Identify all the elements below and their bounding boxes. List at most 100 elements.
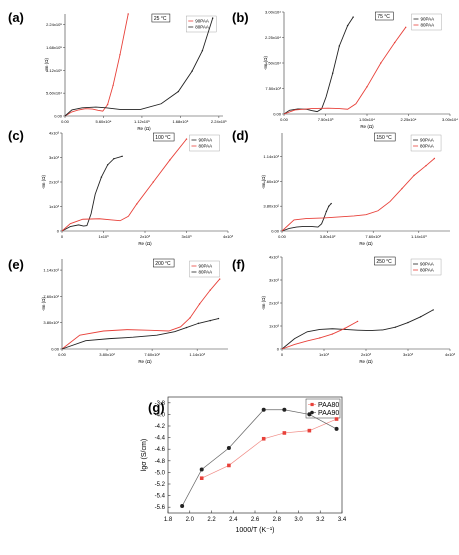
x-tick-label: 2.4 xyxy=(229,517,238,523)
y-axis-label: -Im (Ω) xyxy=(44,57,49,72)
series-line-80PAA xyxy=(281,321,358,350)
x-axis-label: 1000/T (K⁻¹) xyxy=(236,527,275,534)
data-point xyxy=(405,26,407,28)
legend-box xyxy=(189,134,220,152)
y-tick-label: 1x10³ xyxy=(49,204,60,209)
x-tick-label: 3.0 xyxy=(294,517,303,523)
data-point xyxy=(219,278,221,280)
x-tick-label: 3.00x10⁴ xyxy=(442,117,458,122)
x-tick-label: 1.14x10³ xyxy=(411,234,427,239)
data-point xyxy=(328,205,330,207)
data-point xyxy=(185,138,188,140)
x-axis-label: Re (Ω) xyxy=(359,359,373,364)
x-tick-label: 0.00 xyxy=(61,119,70,124)
legend-entry: 90PAA xyxy=(198,264,212,269)
x-tick-label: 2.8 xyxy=(273,517,282,523)
y-tick-label: -4.4 xyxy=(155,436,166,442)
series-line-90PAA xyxy=(283,16,354,115)
temperature-box xyxy=(374,132,396,142)
data-point xyxy=(393,41,396,44)
data-point xyxy=(185,326,188,329)
data-point xyxy=(106,164,109,166)
legend-entry: 90PAA xyxy=(198,138,212,143)
data-point xyxy=(198,303,201,305)
panel-f: (f) 0 1x10³ 2x10³ 3x10³ 4x10³ 0 1x10³ 2x10³ 3x10³… xyxy=(232,255,456,365)
y-tick-label: 1.50x10⁴ xyxy=(265,61,281,66)
data-point xyxy=(401,187,403,190)
panel-label: (b) xyxy=(232,10,249,25)
data-point xyxy=(211,17,214,19)
x-tick-label: 1.68x10⁵ xyxy=(172,119,188,124)
y-tick-label: 2.24x10⁵ xyxy=(46,22,62,27)
y-tick-label: 7.60x10² xyxy=(43,294,59,299)
series-line-90PAA xyxy=(61,155,123,232)
panel-e: (e) 0.00 3.80x10² 7.60x10² 1.14x10³ 0.00 3.80x… xyxy=(8,257,228,364)
legend-entry: PAA90 xyxy=(318,410,339,417)
data-point xyxy=(346,24,349,27)
x-tick-label: 3x10³ xyxy=(403,352,414,357)
x-axis-label: Re (Ω) xyxy=(360,124,374,129)
x-tick-label: 1x10³ xyxy=(319,352,330,357)
data-point xyxy=(113,158,115,160)
series-line-90PAA xyxy=(64,13,129,117)
x-tick-label: 0 xyxy=(61,234,64,239)
legend-entry: 80PAA xyxy=(420,23,434,28)
legend-entry: 80PAA xyxy=(195,25,209,30)
panel-label: (f) xyxy=(232,257,245,272)
data-point xyxy=(201,50,204,52)
series-line-80PAA xyxy=(61,138,187,232)
x-tick-label: 5.60x10⁴ xyxy=(95,119,111,124)
x-tick-label: 1.50x10⁴ xyxy=(359,117,375,122)
series-line-80PAA xyxy=(64,17,214,117)
x-axis-label: Re (Ω) xyxy=(137,126,151,131)
y-axis-label: -Im (Ω) xyxy=(261,295,266,310)
y-tick-label: 3.80x10² xyxy=(263,204,279,209)
data-point xyxy=(197,322,200,325)
y-tick-label: 7.60x10² xyxy=(263,179,279,184)
series-line-PAA80 xyxy=(201,418,337,479)
x-tick-label: 2.6 xyxy=(251,517,260,523)
temperature-label: 150 °C xyxy=(376,135,392,141)
data-point xyxy=(331,72,334,74)
temperature-box xyxy=(375,11,394,21)
x-axis-label: Re (Ω) xyxy=(138,359,152,364)
y-tick-label: 2x10³ xyxy=(49,180,60,185)
y-tick-label: 1.14x10³ xyxy=(263,154,279,159)
y-axis-label: -Im (Ω) xyxy=(41,296,46,311)
data-point xyxy=(112,84,114,87)
legend-entry: 80PAA xyxy=(420,268,434,273)
x-tick-label: 3.2 xyxy=(316,517,325,523)
y-tick-label: -4.2 xyxy=(155,424,166,430)
data-point xyxy=(366,86,368,88)
data-point xyxy=(432,309,434,311)
legend-marker xyxy=(310,402,314,407)
y-tick-label: 4x10³ xyxy=(269,255,280,260)
series-line-80PAA xyxy=(61,318,219,350)
temperature-box xyxy=(153,258,175,268)
data-point-PAA90 xyxy=(180,504,185,509)
data-point xyxy=(106,103,109,106)
legend-box xyxy=(189,260,220,278)
x-tick-label: 0.00 xyxy=(280,117,289,122)
legend-entry: PAA80 xyxy=(318,402,339,409)
legend-box xyxy=(186,15,217,33)
panel-label: (a) xyxy=(8,10,24,25)
y-tick-label: -5.4 xyxy=(155,494,166,500)
data-point xyxy=(169,159,171,161)
x-tick-label: 7.50x10³ xyxy=(318,117,334,122)
data-point xyxy=(344,327,346,329)
x-tick-label: 3x10³ xyxy=(181,234,192,239)
y-tick-label: 1.68x10⁵ xyxy=(46,45,62,50)
data-point xyxy=(394,326,397,328)
data-point xyxy=(407,321,409,324)
x-tick-label: 3.80x10² xyxy=(320,234,336,239)
x-tick-label: 0.00 xyxy=(58,352,67,357)
data-point xyxy=(121,155,123,157)
data-point-PAA90 xyxy=(261,407,266,412)
legend-entry: 90PAA xyxy=(195,19,209,24)
data-point xyxy=(136,203,138,205)
series-line-PAA90 xyxy=(181,409,337,507)
y-tick-label: 1.14x10³ xyxy=(43,268,59,273)
legend-box xyxy=(305,398,341,419)
